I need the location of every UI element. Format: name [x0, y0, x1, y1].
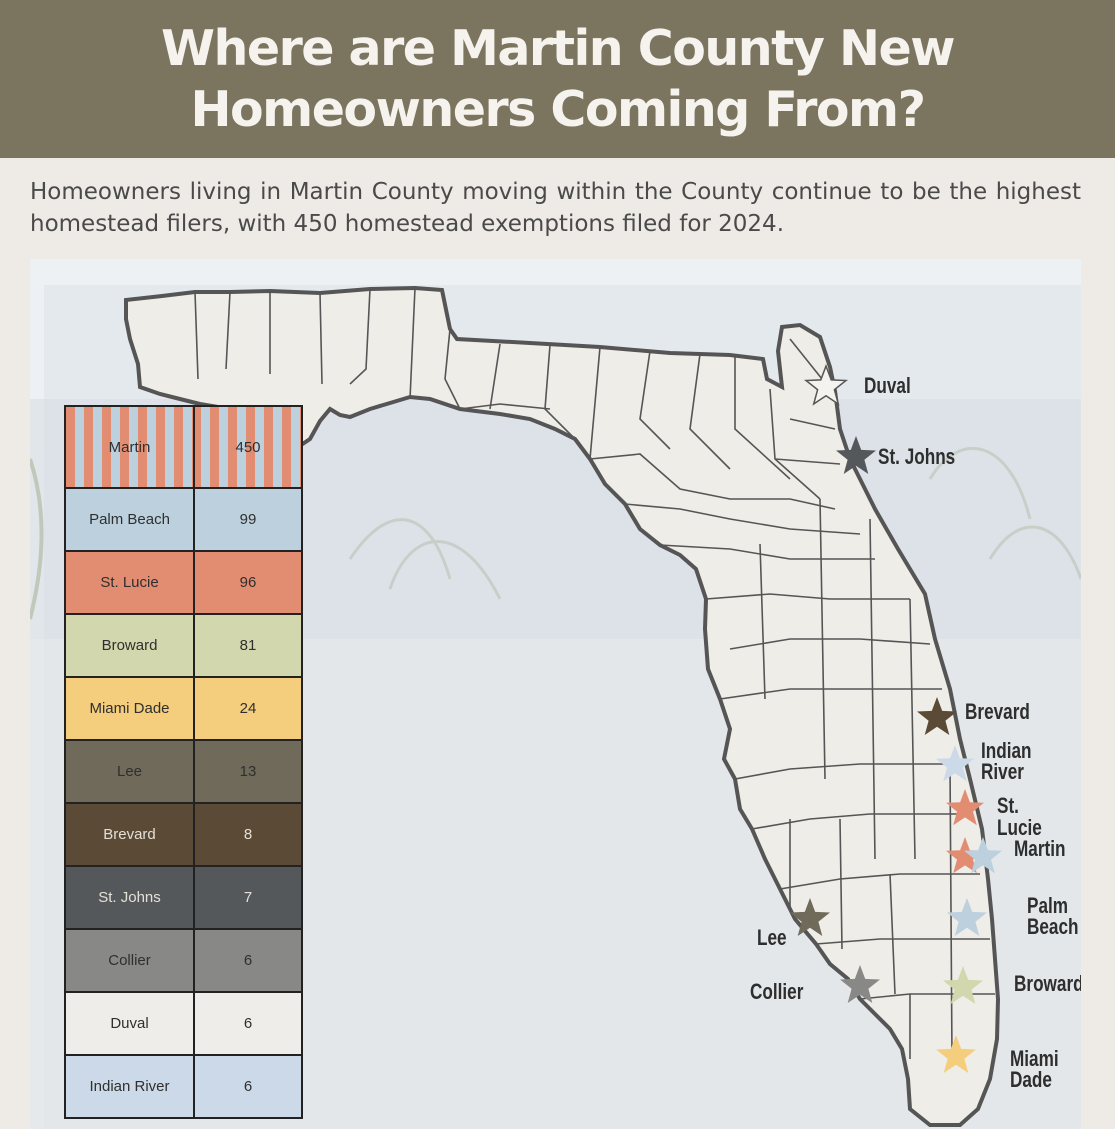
- label-st-lucie: St. Lucie: [997, 793, 1042, 840]
- legend-count-value: 450: [235, 438, 261, 456]
- legend-county-name: Miami Dade: [66, 678, 195, 739]
- legend-row: Duval 6: [66, 991, 301, 1054]
- legend-count-value: 96: [239, 574, 257, 591]
- label-collier: Collier: [750, 979, 804, 1004]
- star-st-johns-icon: [836, 436, 876, 474]
- legend-row: Collier 6: [66, 928, 301, 991]
- star-miami-dade-icon: [936, 1035, 976, 1073]
- legend-count-value: 24: [239, 700, 257, 717]
- star-martin-a-icon: [946, 837, 984, 874]
- legend-county-name: Martin: [66, 407, 195, 487]
- map-figure: Martin 450 Palm Beach 99 St. Lucie 96 Broward 8…: [30, 259, 1081, 1129]
- star-lee-icon: [790, 898, 830, 936]
- legend-row: Lee 13: [66, 739, 301, 802]
- legend-count-value: 6: [243, 1078, 253, 1095]
- legend-row: St. Lucie 96: [66, 550, 301, 613]
- florida-map: [124, 285, 1002, 1127]
- legend-row: Indian River 6: [66, 1054, 301, 1117]
- legend-count-value: 99: [239, 511, 257, 528]
- legend-row: Brevard 8: [66, 802, 301, 865]
- legend-row: Miami Dade 24: [66, 676, 301, 739]
- legend-count-value: 6: [243, 1015, 253, 1032]
- legend-count-value: 7: [243, 889, 253, 906]
- legend-county-name: Broward: [66, 615, 195, 676]
- county-boundaries: [194, 287, 995, 1060]
- star-broward-icon: [943, 966, 983, 1004]
- legend-county-name: Indian River: [66, 1056, 195, 1117]
- star-brevard-icon: [917, 697, 957, 735]
- label-brevard: Brevard: [965, 699, 1030, 724]
- star-palm-beach-icon: [947, 898, 987, 936]
- page-header: Where are Martin County New Homeowners C…: [0, 0, 1115, 158]
- intro-paragraph: Homeowners living in Martin County movin…: [30, 179, 1081, 237]
- legend-county-name: Duval: [66, 993, 195, 1054]
- label-martin: Martin: [1014, 836, 1066, 861]
- label-duval: Duval: [864, 373, 911, 398]
- legend-row: Broward 81: [66, 613, 301, 676]
- legend-row: St. Johns 7: [66, 865, 301, 928]
- star-duval-icon: [803, 363, 849, 406]
- legend-row: Palm Beach 99: [66, 487, 301, 550]
- star-collier-icon: [840, 965, 880, 1003]
- label-palm-beach: Palm Beach: [1027, 893, 1079, 939]
- legend-row: Martin 450: [66, 407, 301, 487]
- label-lee: Lee: [757, 925, 787, 950]
- label-broward: Broward: [1014, 971, 1081, 996]
- legend-count-value: 8: [243, 826, 253, 843]
- legend-county-name: Palm Beach: [66, 489, 195, 550]
- legend-county-name: Collier: [66, 930, 195, 991]
- legend-county-name: St. Johns: [66, 867, 195, 928]
- county-stars: [790, 363, 1002, 1073]
- legend-count-value: 81: [239, 637, 257, 654]
- legend-county-name: St. Lucie: [66, 552, 195, 613]
- legend-count-value: 13: [239, 763, 257, 780]
- label-indian-river: Indian River: [981, 738, 1032, 784]
- star-st-lucie-icon: [946, 789, 984, 826]
- legend-county-name: Lee: [66, 741, 195, 802]
- star-martin-b-icon: [964, 837, 1002, 874]
- label-st-johns: St. Johns: [878, 444, 956, 469]
- label-miami-dade: Miami Dade: [1010, 1046, 1059, 1092]
- star-indian-river-icon: [936, 745, 974, 782]
- legend-county-name: Brevard: [66, 804, 195, 865]
- legend-table: Martin 450 Palm Beach 99 St. Lucie 96 Broward 8…: [64, 405, 303, 1119]
- page-title: Where are Martin County New Homeowners C…: [160, 20, 956, 138]
- legend-count-value: 6: [243, 952, 253, 969]
